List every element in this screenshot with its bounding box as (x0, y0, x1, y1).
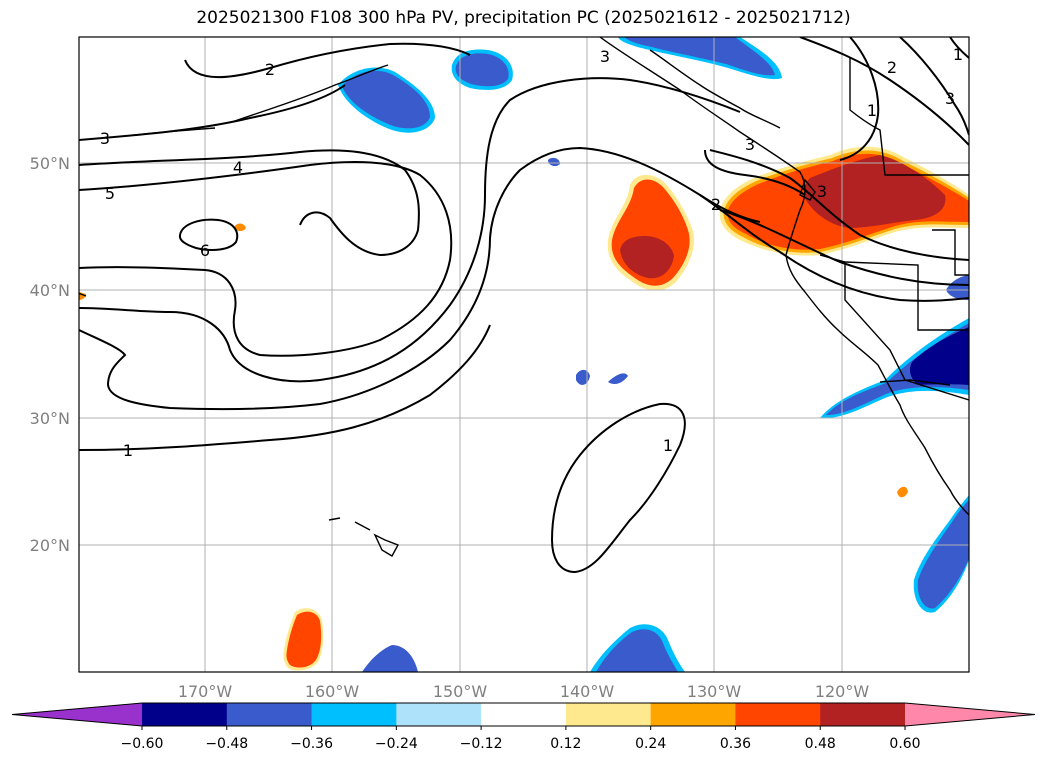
contour-1-ne2 (949, 37, 969, 59)
contour-label: 2 (887, 58, 897, 77)
precipitation-field (79, 37, 969, 672)
contour-2-mid-lbl (699, 194, 761, 223)
lat-label: 40°N (30, 281, 70, 300)
contour-2-ne (799, 37, 969, 146)
contour-2-east (719, 209, 969, 286)
colorbar-tick-label: 0.36 (720, 736, 751, 752)
colorbar-tick-label: −0.24 (375, 736, 418, 752)
contour-label: 4 (233, 158, 243, 177)
contour-label: 6 (200, 241, 210, 260)
contour-label: 1 (663, 436, 673, 455)
colorbar-bin (650, 703, 736, 726)
contour-3-ne (899, 37, 969, 136)
contour-6 (178, 218, 239, 251)
contour-2-north (184, 42, 471, 79)
neg-anomaly-bits (548, 157, 628, 385)
contour-2-mid (79, 146, 781, 411)
contour-5 (79, 161, 453, 357)
pv-contours (79, 37, 969, 574)
neg-anomaly-south-b (362, 645, 418, 672)
gridlines (79, 37, 969, 672)
map-frame (78, 36, 970, 673)
contour-1-east (779, 251, 969, 302)
colorbar: −0.60 −0.48 −0.36 −0.24 −0.12 0.12 0.24 0.36 0.4… (11, 702, 1036, 752)
contour-3-east (709, 149, 969, 261)
lon-label: 130°W (687, 682, 742, 701)
lon-label: 140°W (560, 682, 615, 701)
colorbar-extend-low (12, 703, 142, 726)
colorbar-bin (142, 703, 228, 726)
contour-label: 2 (265, 60, 275, 79)
colorbar-bin (226, 703, 313, 726)
coastlines (79, 37, 969, 557)
longitude-labels: 170°W 160°W 150°W 140°W 130°W 120°W (178, 682, 870, 701)
contour-label: 3 (945, 89, 955, 108)
neg-anomaly-socal (820, 318, 969, 419)
colorbar-tick-label: −0.60 (121, 736, 164, 752)
colorbar-extend-high (905, 703, 1035, 726)
colorbar-bin (820, 703, 906, 726)
neg-anomaly-eastedge (946, 275, 969, 300)
colorbar-tick-label: −0.12 (460, 736, 503, 752)
lat-label: 30°N (30, 409, 70, 428)
contour-3-mid (79, 77, 741, 383)
contour-3-north (79, 84, 346, 141)
contour-label: 3 (745, 135, 755, 154)
contour-label: 3 (600, 47, 610, 66)
contour-label: 2 (711, 195, 721, 214)
contour-label: 3 (817, 182, 827, 201)
contour-label: 3 (100, 129, 110, 148)
colorbar-tick-label: 0.12 (550, 736, 581, 752)
colorbar-bin (481, 703, 567, 726)
colorbar-tick-label: 0.48 (805, 736, 836, 752)
colorbar-tick-label: 0.60 (889, 736, 920, 752)
contour-label: 1 (123, 441, 133, 460)
colorbar-tick-label: −0.36 (290, 736, 333, 752)
contour-3-inner (704, 149, 806, 196)
contour-labels: 2 3 3 4 5 6 1 2 3 1 2 3 1 3 1 (100, 45, 963, 460)
contour-1-lower (550, 402, 686, 574)
lat-label: 50°N (30, 154, 70, 173)
contour-4 (79, 149, 420, 257)
lat-label: 20°N (30, 536, 70, 555)
lon-label: 120°W (815, 682, 870, 701)
contour-1-south (79, 324, 491, 451)
lon-label: 150°W (433, 682, 488, 701)
map-title: 2025021300 F108 300 hPa PV, precipitatio… (196, 8, 851, 28)
colorbar-tick-label: 0.24 (635, 736, 666, 752)
colorbar-bin (396, 703, 482, 726)
colorbar-bin (311, 703, 397, 726)
colorbar-bin (735, 703, 821, 726)
lon-label: 170°W (178, 682, 233, 701)
lon-label: 160°W (305, 682, 360, 701)
latitude-labels: 50°N 40°N 30°N 20°N (30, 154, 70, 555)
contour-label: 5 (105, 184, 115, 203)
contour-label: 1 (867, 101, 877, 120)
contour-label: 1 (953, 45, 963, 64)
contour-1-ne (839, 37, 880, 161)
pos-anomaly-bits (79, 223, 908, 498)
colorbar-tick-label: −0.48 (205, 736, 248, 752)
colorbar-bin (565, 703, 652, 726)
